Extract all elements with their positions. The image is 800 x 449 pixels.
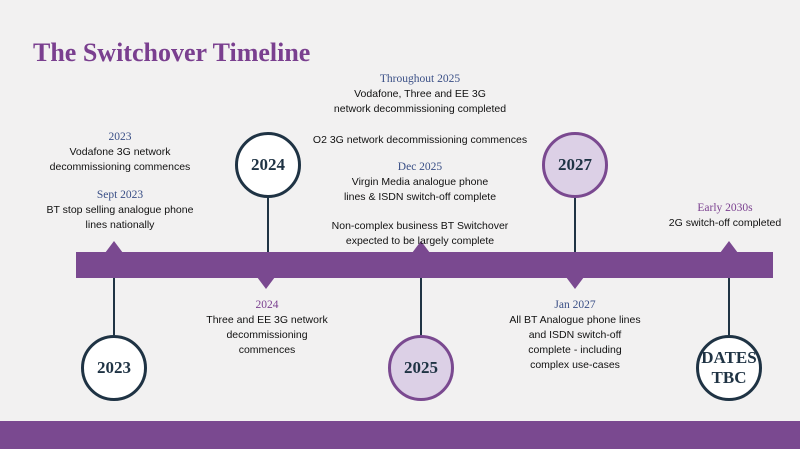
milestone-2024-label: 2024 xyxy=(251,155,285,174)
event-2024-line1: Three and EE 3G network xyxy=(206,314,328,326)
event-sept-2023-line1: BT stop selling analogue phone xyxy=(46,204,194,216)
event-non-complex-line2: expected to be largely complete xyxy=(345,235,495,247)
event-jan-2027-line4: complex use-cases xyxy=(530,359,620,371)
milestone-2023-circle: 2023 xyxy=(81,335,147,401)
event-non-complex: Non-complex business BT Switchover expec… xyxy=(310,219,530,249)
milestone-2023-label: 2023 xyxy=(97,358,131,377)
event-2024-line3: commences xyxy=(238,344,296,356)
event-2024: 2024 Three and EE 3G network decommissio… xyxy=(180,298,354,358)
event-throughout-2025-line2: network decommissioning completed xyxy=(333,103,507,115)
event-sept-2023: Sept 2023 BT stop selling analogue phone… xyxy=(30,188,210,233)
milestone-tbc-label-line1: DATES xyxy=(701,348,757,367)
event-sept-2023-date: Sept 2023 xyxy=(96,189,144,201)
event-2023-line1: Vodafone 3G network xyxy=(69,146,171,158)
milestone-2027-label: 2027 xyxy=(558,155,592,174)
milestone-2025-label: 2025 xyxy=(404,358,438,377)
stem-2025 xyxy=(420,278,422,335)
event-jan-2027: Jan 2027 All BT Analogue phone lines and… xyxy=(490,298,660,373)
event-2023-date: 2023 xyxy=(108,131,132,143)
timeline-tick-2025 xyxy=(412,241,430,253)
event-2024-date: 2024 xyxy=(255,299,279,311)
event-jan-2027-line3: complete - including xyxy=(528,344,622,356)
footer-band xyxy=(0,421,800,449)
milestone-tbc-label-line2: TBC xyxy=(711,368,747,387)
event-jan-2027-date: Jan 2027 xyxy=(554,299,596,311)
timeline-tick-2024 xyxy=(257,277,275,289)
event-o2-line1: O2 3G network decommissioning commences xyxy=(312,134,528,146)
page-title: The Switchover Timeline xyxy=(33,38,311,67)
event-dec-2025-date: Dec 2025 xyxy=(397,161,443,173)
timeline-tick-tbc xyxy=(720,241,738,253)
stem-2027 xyxy=(574,196,576,252)
event-dec-2025-line2: lines & ISDN switch-off complete xyxy=(343,191,497,203)
event-throughout-2025-line1: Vodafone, Three and EE 3G xyxy=(354,88,486,100)
event-2023: 2023 Vodafone 3G network decommissioning… xyxy=(30,130,210,175)
event-jan-2027-line2: and ISDN switch-off xyxy=(528,329,622,341)
event-early-2030s-line1: 2G switch-off completed xyxy=(668,217,782,229)
event-2023-line2: decommissioning commences xyxy=(49,161,191,173)
stem-2023 xyxy=(113,278,115,335)
event-early-2030s: Early 2030s 2G switch-off completed xyxy=(650,201,800,231)
event-throughout-2025: Throughout 2025 Vodafone, Three and EE 3… xyxy=(310,72,530,117)
milestone-2025-circle: 2025 xyxy=(388,335,454,401)
event-dec-2025-line1: Virgin Media analogue phone xyxy=(351,176,489,188)
event-2024-line2: decommissioning xyxy=(226,329,308,341)
event-jan-2027-line1: All BT Analogue phone lines xyxy=(509,314,641,326)
timeline-tick-2023 xyxy=(105,241,123,253)
event-o2: O2 3G network decommissioning commences xyxy=(290,133,550,148)
timeline-tick-2027 xyxy=(566,277,584,289)
event-non-complex-line1: Non-complex business BT Switchover xyxy=(331,220,509,232)
event-early-2030s-date: Early 2030s xyxy=(697,202,753,214)
milestone-tbc-circle: DATES TBC xyxy=(696,335,762,401)
milestone-2027-circle: 2027 xyxy=(542,132,608,198)
stem-tbc xyxy=(728,278,730,335)
event-throughout-2025-date: Throughout 2025 xyxy=(379,73,461,85)
event-dec-2025: Dec 2025 Virgin Media analogue phone lin… xyxy=(310,160,530,205)
stem-2024 xyxy=(267,196,269,252)
timeline-band xyxy=(76,252,773,278)
milestone-2024-circle: 2024 xyxy=(235,132,301,198)
event-sept-2023-line2: lines nationally xyxy=(85,219,155,231)
